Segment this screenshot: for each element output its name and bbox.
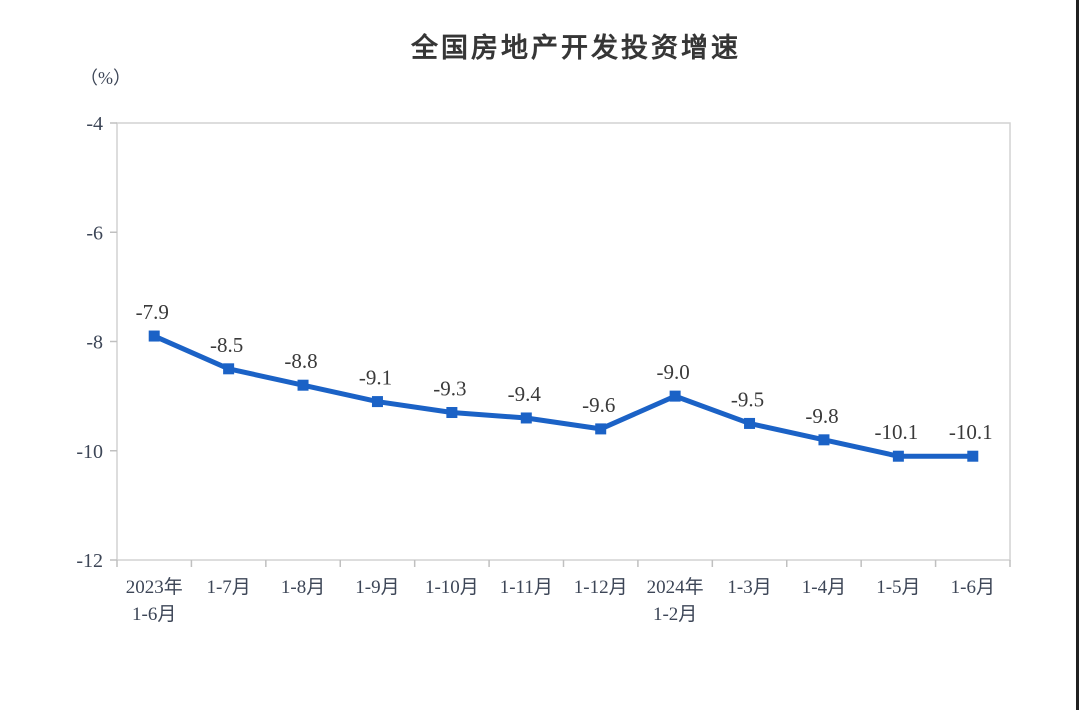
x-axis-category-label: 2023年 <box>126 576 183 598</box>
data-point-marker <box>967 450 979 462</box>
plot-area-border <box>116 122 1011 561</box>
y-axis-tick-label: -4 <box>86 113 103 135</box>
data-point-label: -8.5 <box>210 333 243 357</box>
trend-line <box>151 333 976 459</box>
data-point-marker <box>520 412 532 424</box>
data-point-label: -10.1 <box>949 420 993 444</box>
y-axis-tick-label: -12 <box>76 550 103 572</box>
data-point-label: -9.5 <box>731 387 764 411</box>
data-point-marker <box>669 390 681 402</box>
data-point-marker <box>297 379 309 391</box>
data-point-marker <box>818 434 830 446</box>
y-axis-tick-label: -10 <box>76 441 103 463</box>
x-axis-category-label: 1-6月 <box>951 577 995 598</box>
data-point-marker <box>595 423 607 435</box>
data-point-marker <box>892 450 904 462</box>
x-axis-category-label: 1-8月 <box>281 577 325 598</box>
y-axis-tick-label: -6 <box>86 222 103 244</box>
data-point-marker <box>446 407 458 419</box>
x-axis-category-label: 1-9月 <box>355 577 399 598</box>
data-point-label: -8.8 <box>284 349 317 373</box>
data-point-label: -9.0 <box>657 360 690 384</box>
data-point-marker <box>223 363 235 375</box>
x-axis-category-label: 1-2月 <box>653 604 697 625</box>
x-axis-category-label: 1-6月 <box>132 604 176 625</box>
data-point-marker <box>148 330 160 342</box>
data-point-label: -9.4 <box>508 382 542 406</box>
data-point-label: -9.6 <box>582 393 615 417</box>
y-axis-unit-label: （%） <box>80 68 131 88</box>
x-axis-category-label: 1-11月 <box>500 577 553 598</box>
data-point-marker <box>744 417 756 429</box>
chart-title: 全国房地产开发投资增速 <box>411 33 741 63</box>
data-point-marker <box>371 396 383 408</box>
data-point-label: -10.1 <box>875 420 919 444</box>
x-axis-category-label: 1-3月 <box>727 577 771 598</box>
x-axis-category-label: 1-7月 <box>206 577 250 598</box>
x-axis-category-label: 1-10月 <box>425 577 479 598</box>
page-right-edge-line <box>1076 0 1079 710</box>
x-axis-category-label: 2024年 <box>647 576 704 598</box>
x-axis-category-label: 1-4月 <box>802 577 846 598</box>
data-point-label: -9.8 <box>805 404 838 428</box>
x-axis-category-label: 1-12月 <box>574 577 628 598</box>
y-axis-tick-label: -8 <box>86 332 103 354</box>
data-point-label: -9.3 <box>433 377 466 401</box>
data-point-label: -9.1 <box>359 366 392 390</box>
x-axis-category-label: 1-5月 <box>876 577 920 598</box>
data-point-label: -7.9 <box>136 300 169 324</box>
